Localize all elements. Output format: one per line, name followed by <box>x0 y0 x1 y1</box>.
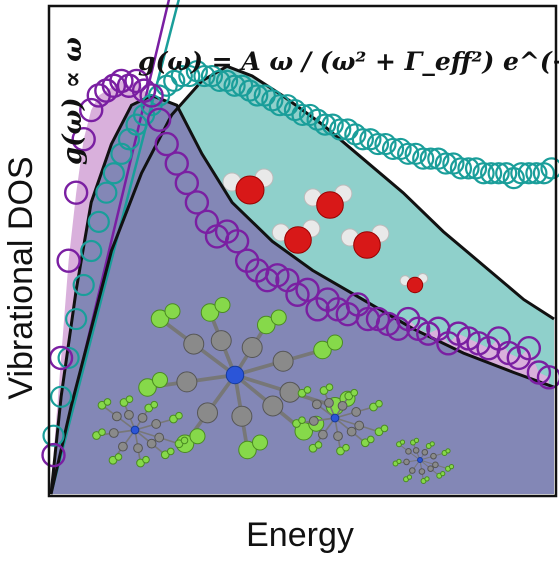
y-axis-label: Vibrational DOS <box>2 156 40 400</box>
teal-data-point <box>434 152 457 175</box>
purple-data-point <box>164 151 189 176</box>
teal-data-point <box>102 162 125 185</box>
purple-data-point <box>109 68 134 94</box>
teal-data-point <box>268 94 291 117</box>
purple-data-point <box>516 336 542 361</box>
fit-curve-2 <box>49 64 555 495</box>
teal-data-point <box>117 128 141 151</box>
teal-data-point <box>351 128 374 151</box>
teal-data-point <box>80 239 103 263</box>
purple-data-point <box>154 131 179 157</box>
water-molecule-picture <box>271 219 321 254</box>
purple-data-point <box>79 97 104 123</box>
teal-data-point <box>366 132 390 156</box>
teal-data-point <box>419 147 442 170</box>
teal-data-point <box>208 69 231 93</box>
teal-data-point <box>193 64 216 88</box>
purple-data-point <box>146 107 172 132</box>
molecule-illustrations <box>92 168 455 484</box>
teal-data-point <box>381 137 405 161</box>
teal-data-point <box>95 181 118 204</box>
teal-data-point <box>472 162 495 185</box>
formula-annotation: g(ω) = A ω / (ω² + Γ_eff²) e^(−ω²/ω_D²) <box>138 47 559 76</box>
teal-data-point <box>87 210 110 233</box>
teal-data-point <box>42 424 65 447</box>
purple-data-point <box>536 365 559 390</box>
linear-law-annotation: g(ω) ∝ ω <box>58 37 88 165</box>
teal-data-point <box>291 103 314 127</box>
x-axis-label: Energy <box>246 516 354 554</box>
purple-data-point <box>63 180 89 205</box>
purple-data-point <box>224 229 250 254</box>
teal-data-point <box>510 162 533 185</box>
purple-data-point <box>131 78 157 103</box>
teal-data-point <box>449 157 473 180</box>
teal-data-point <box>487 162 510 185</box>
water-molecule-picture <box>340 224 390 259</box>
teal-data-point <box>223 74 246 97</box>
plot-frame <box>47 4 558 498</box>
teal-data-point <box>49 385 73 408</box>
purple-data-point <box>101 73 127 98</box>
teal-data-point <box>540 157 559 180</box>
teal-data-point <box>57 346 80 370</box>
amine-molecule-picture <box>92 395 189 468</box>
teal-data-point <box>480 162 503 185</box>
teal-data-point <box>72 273 95 297</box>
purple-data-point <box>295 277 320 303</box>
water-molecule-picture <box>222 168 274 205</box>
data-points <box>41 60 559 468</box>
purple-data-point <box>116 73 142 98</box>
purple-data-point <box>41 442 66 468</box>
purple-data-point <box>184 190 210 215</box>
teal-data-point <box>525 162 548 185</box>
purple-data-point <box>174 170 200 196</box>
teal-data-point <box>397 142 420 165</box>
purple-data-point <box>56 248 81 273</box>
water-molecule-picture <box>399 272 429 294</box>
lower-fill-region <box>51 95 554 494</box>
teal-data-point <box>457 157 480 180</box>
teal-data-point <box>65 307 88 331</box>
purple-data-point <box>139 83 164 108</box>
water-molecule-picture <box>303 184 353 219</box>
teal-data-point <box>110 142 133 165</box>
teal-data-point <box>170 64 193 88</box>
teal-data-point <box>246 84 269 107</box>
amine-molecule-picture <box>292 383 389 456</box>
teal-data-point <box>412 147 435 170</box>
amine-molecule-picture <box>138 297 356 460</box>
teal-data-point <box>517 162 540 185</box>
amine-molecule-picture <box>392 437 455 484</box>
teal-data-point <box>329 118 352 141</box>
purple-data-point <box>71 127 96 152</box>
teal-data-point <box>314 113 337 136</box>
